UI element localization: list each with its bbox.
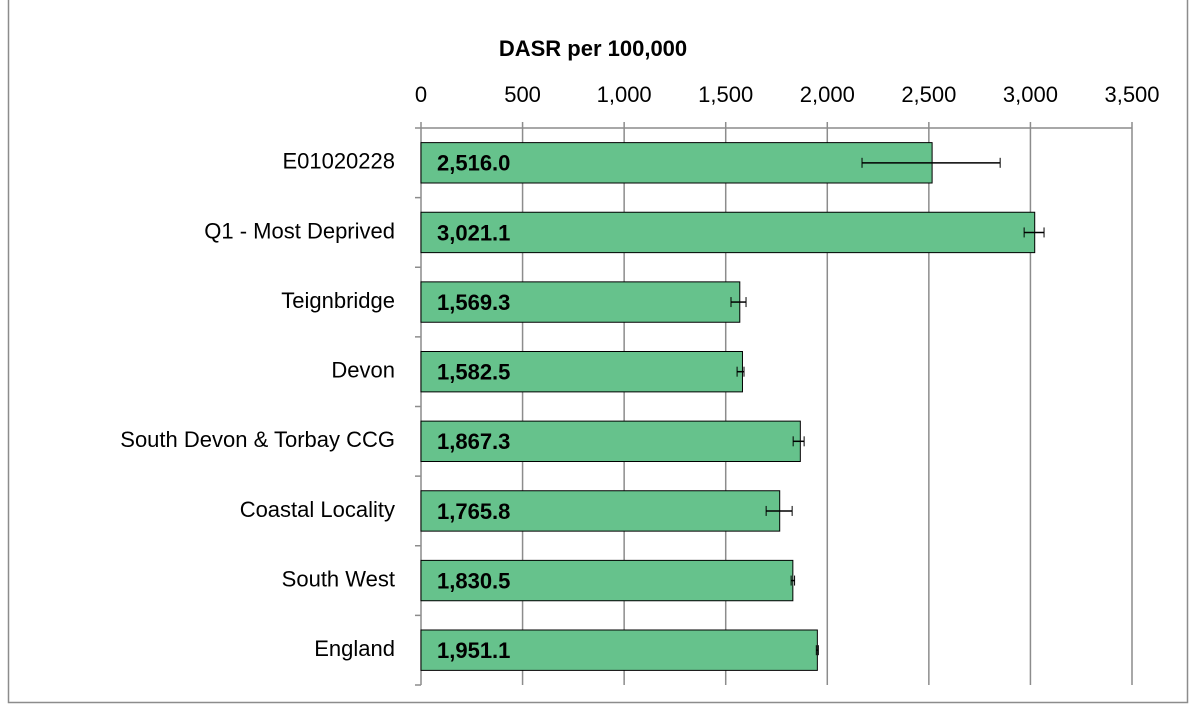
y-tick-label: Devon (331, 358, 395, 383)
x-tick-label: 2,000 (800, 82, 855, 107)
y-tick-label: E01020228 (282, 149, 395, 174)
bar (420, 559, 794, 602)
data-label: 1,765.8 (437, 499, 510, 524)
y-tick-label: Teignbridge (281, 288, 395, 313)
axis-title: DASR per 100,000 (499, 36, 687, 61)
x-tick-label: 1,500 (698, 82, 753, 107)
data-label: 1,830.5 (437, 568, 510, 593)
data-label: 1,867.3 (437, 429, 510, 454)
y-tick-label: Q1 - Most Deprived (204, 218, 395, 243)
data-label: 1,569.3 (437, 290, 510, 315)
y-tick-label: Coastal Locality (240, 497, 395, 522)
x-tick-label: 500 (504, 82, 541, 107)
x-tick-label: 1,000 (597, 82, 652, 107)
y-tick-label: South West (282, 566, 395, 591)
x-tick-label: 3,500 (1104, 82, 1159, 107)
data-label: 3,021.1 (437, 220, 510, 245)
bar (420, 281, 741, 323)
data-label: 1,951.1 (437, 638, 510, 663)
x-tick-label: 0 (415, 82, 427, 107)
y-tick-label: South Devon & Torbay CCG (120, 427, 395, 452)
data-label: 1,582.5 (437, 360, 510, 385)
bar (420, 490, 781, 532)
data-label: 2,516.0 (437, 151, 510, 176)
bar (420, 629, 818, 671)
y-tick-label: England (314, 636, 395, 661)
bar (420, 350, 743, 393)
x-tick-label: 2,500 (901, 82, 956, 107)
bar (420, 211, 1036, 254)
x-tick-label: 3,000 (1003, 82, 1058, 107)
bar (420, 420, 801, 463)
